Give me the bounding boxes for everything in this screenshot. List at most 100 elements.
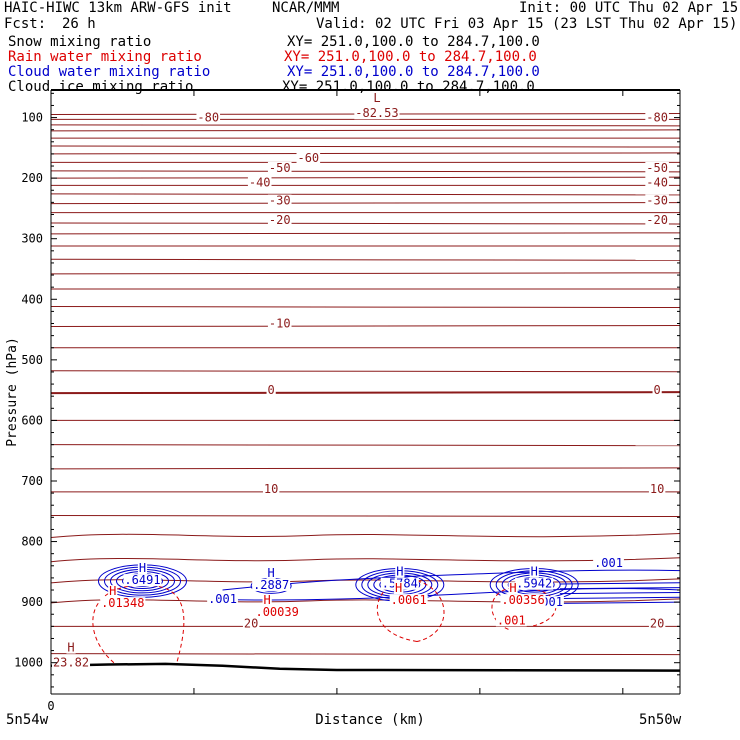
cloud-water-contour-line — [559, 582, 681, 585]
cloud-water-contour-label-bg — [593, 556, 624, 569]
field-name-rain: Rain water mixing ratio — [8, 49, 202, 65]
rain-contour-label: .001 — [497, 613, 526, 627]
temperature-extremum-value-bg — [354, 107, 400, 120]
temperature-contour-label: 0 — [268, 383, 275, 397]
y-tick-label: 100 — [21, 111, 43, 125]
forecast-hour: 26 h — [62, 16, 96, 32]
terrain-profile — [50, 662, 681, 672]
temperature-contour-label-bg — [652, 384, 662, 397]
temperature-extremum-marker-bg — [372, 92, 382, 105]
temperature-contour-line — [50, 129, 681, 132]
temperature-contour-line — [50, 533, 681, 539]
temperature-contour-line — [50, 124, 681, 127]
temperature-contour-label-bg — [247, 176, 272, 189]
field-xy-rain: XY= 251.0,100.0 to 284.7,100.0 — [284, 49, 537, 65]
temperature-contour-label-bg — [267, 317, 292, 330]
temperature-contour-line — [50, 176, 681, 179]
rain-extremum-marker: H — [264, 593, 271, 607]
temperature-contour-label: 10 — [650, 482, 664, 496]
temperature-contour-label: -10 — [269, 317, 291, 331]
temperature-contour-label: -50 — [646, 161, 668, 175]
temperature-contour-line — [50, 202, 681, 205]
temperature-contour-label-bg — [196, 111, 221, 124]
temperature-contour-line — [50, 272, 681, 275]
model-title: HAIC-HIWC 13km ARW-GFS init — [4, 0, 232, 16]
rain-extremum-value: .00039 — [255, 605, 298, 619]
temperature-contour-line — [50, 193, 681, 196]
cloud-water-extremum-value: .5942 — [516, 577, 552, 591]
cloud-water-extremum-marker-bg — [395, 565, 405, 578]
cloud-water-extremum-marker: H — [396, 565, 403, 579]
temperature-extremum-marker: H — [67, 641, 74, 655]
y-tick-label: 200 — [21, 171, 43, 185]
forecast-label: Fcst: — [4, 16, 47, 32]
cloud-water-extremum-marker-bg — [266, 566, 276, 579]
temperature-contour-line — [50, 152, 681, 155]
temperature-contour-label: -40 — [646, 175, 668, 189]
init-time: Init: 00 UTC Thu 02 Apr 15 — [519, 0, 739, 16]
temperature-contour-label-bg — [267, 161, 292, 174]
y-axis-title: Pressure (hPa) — [5, 337, 20, 447]
temperature-extremum-marker-bg — [66, 641, 76, 654]
cloud-water-extremum-value: .2887 — [253, 578, 289, 592]
x-tick-label: 0 — [47, 699, 54, 713]
rain-extremum-marker-bg — [508, 582, 518, 595]
temperature-contour-label-bg — [262, 482, 280, 495]
temperature-extremum-value: -82.53 — [355, 106, 398, 120]
cloud-water-extremum-value-bg — [252, 578, 291, 591]
temperature-contour-label: -80 — [197, 111, 219, 125]
temperature-contour-line — [50, 258, 681, 261]
rain-extremum-marker-bg — [262, 594, 272, 607]
cloud-water-extremum-value: .6491 — [124, 573, 160, 587]
temperature-contour-label: 20 — [650, 616, 664, 630]
field-name-snow: Snow mixing ratio — [8, 34, 152, 50]
x-end-location: 5n50w — [639, 712, 682, 728]
cloud-water-extremum-marker: H — [531, 565, 538, 579]
rain-extremum-value-bg — [500, 594, 546, 607]
temperature-contour-label-bg — [645, 213, 669, 226]
temperature-contour-line — [50, 557, 681, 563]
cloud-water-contour-label: .001 — [208, 592, 237, 606]
x-axis-title: Distance (km) — [315, 712, 425, 728]
temperature-contour-label-bg — [648, 617, 666, 630]
cloud-water-extremum-marker: H — [268, 566, 275, 580]
y-tick-label: 600 — [21, 413, 43, 427]
temperature-contour-label-bg — [648, 482, 666, 495]
temperature-contour-line — [50, 170, 681, 173]
temperature-contour-line — [50, 653, 681, 656]
temperature-contour-line — [50, 145, 681, 148]
y-tick-label: 300 — [21, 232, 43, 246]
rain-water-contours — [92, 578, 557, 664]
temperature-contour-label: -60 — [297, 151, 319, 165]
temperature-contour-line — [50, 391, 681, 395]
temperature-contour-label: -30 — [646, 194, 668, 208]
cloud-water-contour-line — [222, 569, 681, 591]
org-label: NCAR/MMM — [272, 0, 340, 16]
temperature-contour-label-bg — [645, 176, 669, 189]
cloud-water-contour-line — [559, 587, 681, 590]
rain-extremum-value-bg — [100, 597, 146, 610]
temperature-contour-label: 20 — [244, 616, 258, 630]
temperature-contour-label: -30 — [269, 194, 291, 208]
rain-contour-label-bg — [495, 614, 527, 627]
y-tick-label: 1000 — [14, 656, 43, 670]
rain-extremum-value-bg — [389, 594, 428, 607]
temperature-contour-label: -20 — [646, 213, 668, 227]
rain-extremum-value-bg — [254, 606, 300, 619]
cloud-water-extremum-value-bg — [515, 577, 554, 590]
cloud-water-contour-line — [559, 601, 681, 604]
temperature-contour-label-bg — [645, 161, 669, 174]
temperature-contour-label-bg — [645, 111, 669, 124]
temperature-contour-label: -80 — [646, 111, 668, 125]
temperature-contour-label-bg — [296, 152, 321, 165]
x-start-location: 5n54w — [6, 712, 49, 728]
terrain-line — [50, 662, 681, 672]
y-tick-label: 900 — [21, 595, 43, 609]
temperature-contour-line — [50, 325, 681, 328]
temperature-contour-line — [50, 370, 681, 373]
rain-water-contour-line — [92, 584, 185, 664]
temperature-contour-label: -50 — [269, 161, 291, 175]
temperature-contour-line — [50, 515, 681, 518]
